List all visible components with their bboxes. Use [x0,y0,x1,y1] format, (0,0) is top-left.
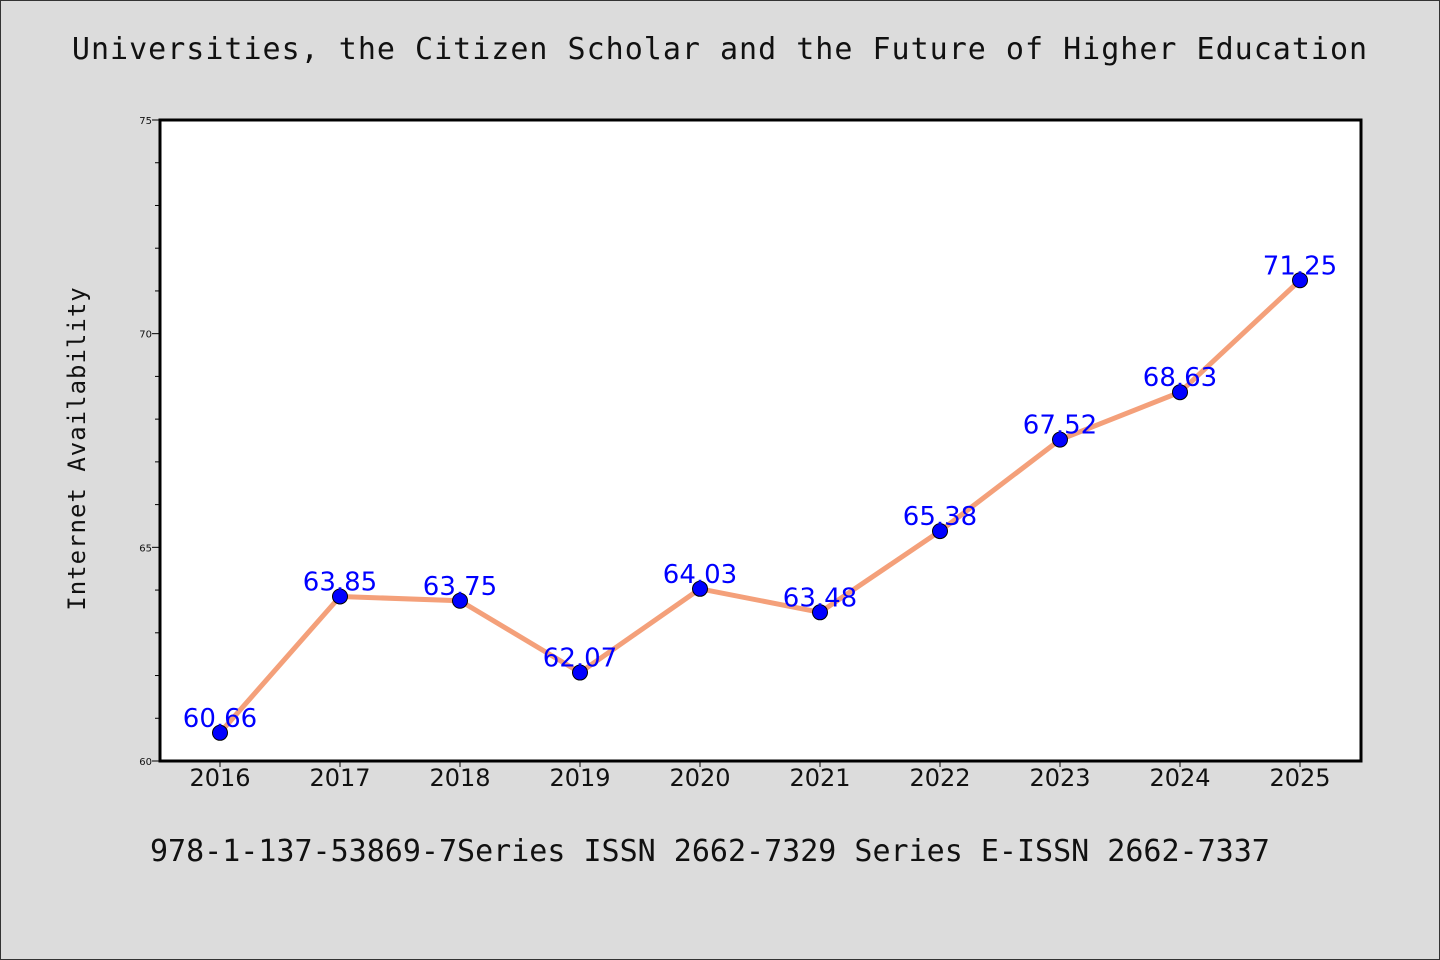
y-tick-label: 60 [139,757,152,768]
y-axis-title: Internet Availability [63,286,91,610]
x-tick-label: 2017 [309,764,370,792]
data-label: 63.85 [303,567,377,597]
chart-title: Universities, the Citizen Scholar and th… [71,32,1369,67]
data-label: 65.38 [903,502,977,532]
x-tick-label: 2019 [549,764,610,792]
data-label: 60.66 [183,704,257,734]
data-point [452,592,468,609]
data-point [1172,384,1188,401]
x-tick-label: 2023 [1029,764,1090,792]
data-point [1292,272,1308,289]
data-point [1052,431,1068,448]
x-tick-label: 2025 [1269,764,1330,792]
y-tick-label: 75 [139,116,152,127]
data-point [932,523,948,540]
x-tick-label: 2022 [909,764,970,792]
y-tick-label: 65 [139,543,152,554]
data-label: 68.63 [1143,363,1217,393]
data-point [812,604,828,621]
data-label: 63.75 [423,572,497,602]
data-label: 67.52 [1023,411,1097,441]
data-point [332,588,348,605]
y-axis: 60 65 70 75 [139,116,160,768]
x-tick-label: 2018 [429,764,490,792]
data-label: 71.25 [1263,251,1337,281]
data-point [212,724,228,741]
data-point [572,664,588,681]
series-line [217,277,1303,736]
x-axis: 2016 2017 2018 2019 2020 2021 2022 2023 2024 2025 [189,761,1331,792]
y-tick-label: 70 [139,330,152,341]
data-label: 62.07 [543,644,617,674]
data-label: 63.48 [783,583,857,613]
series-layer: 60.66 63.85 63.75 62.07 64.03 63.48 65.38 67.52… [183,251,1337,741]
footer-note: 978-1-137-53869-7Series ISSN 2662-7329 S… [150,834,1270,869]
x-tick-label: 2020 [669,764,730,792]
plot-area [158,118,1363,763]
x-tick-label: 2021 [789,764,850,792]
x-tick-label: 2016 [189,764,250,792]
x-tick-label: 2024 [1149,764,1210,792]
data-point [692,580,708,597]
data-label: 64.03 [663,560,737,590]
